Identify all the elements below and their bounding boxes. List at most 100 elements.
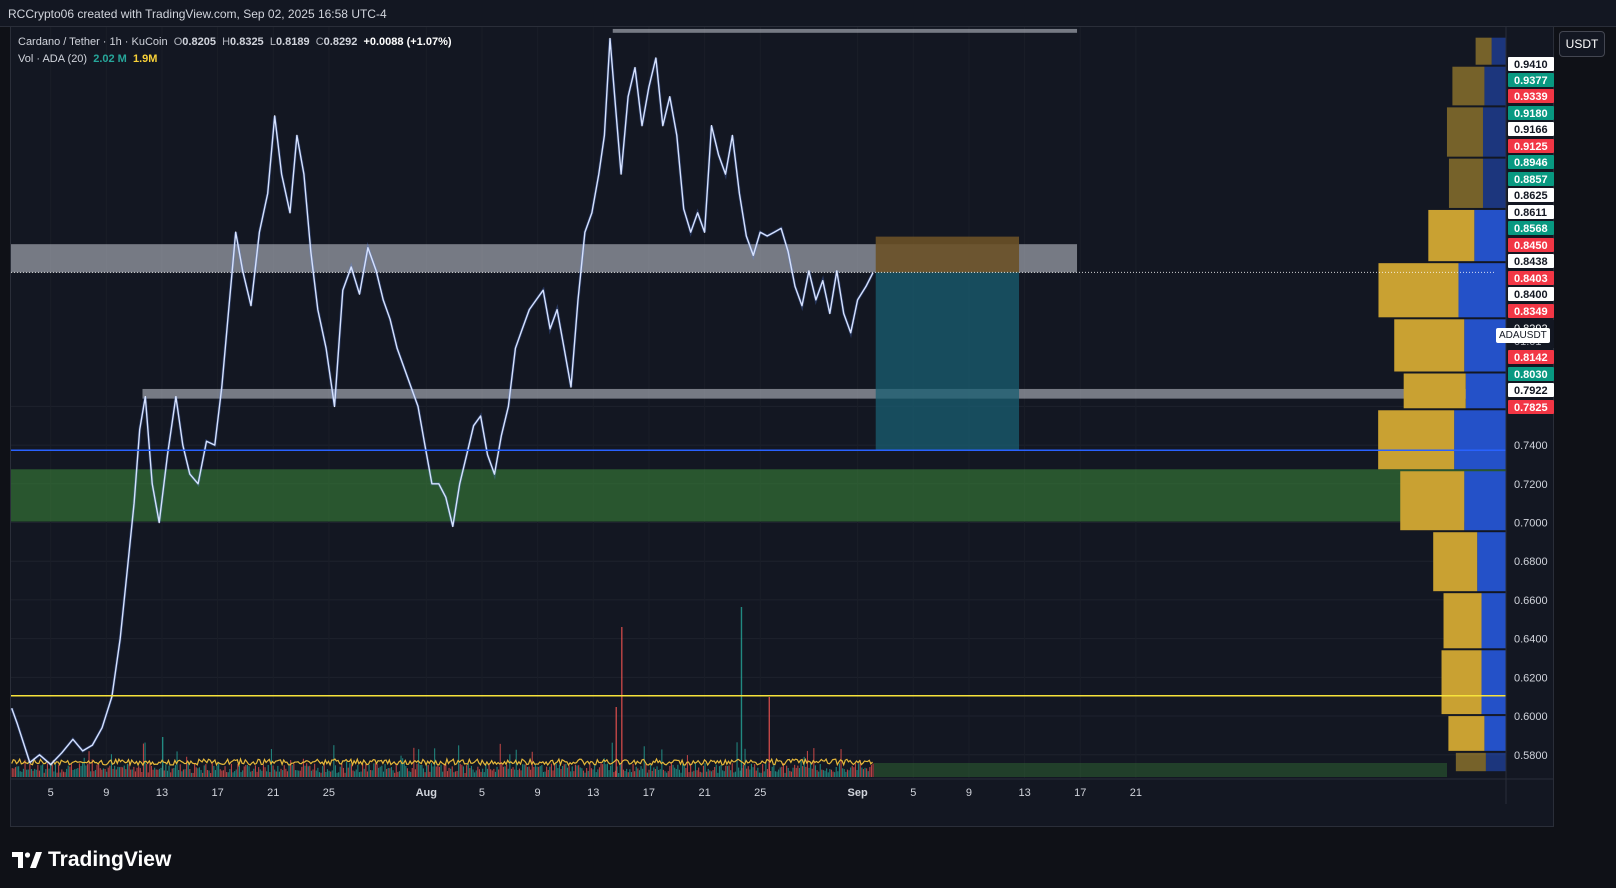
volume-bar [536,766,538,777]
volume-bar [547,769,549,777]
volume-bar [150,765,152,777]
volume-bar [485,763,487,777]
volume-bar [85,765,87,777]
volume-profile-bar-gold [1448,716,1485,751]
volume-profile-bar-gold [1378,410,1455,470]
volume-bar [338,772,340,777]
volume-bar [530,769,532,777]
volume-bar [798,768,800,777]
volume-bar [546,766,548,777]
volume-bar [493,768,495,777]
volume-bar [93,771,95,777]
volume-bar [421,765,423,777]
volume-bar [69,766,71,777]
volume-bar [808,767,810,777]
volume-bar [288,763,290,777]
volume-bar [605,764,607,777]
volume-bar [397,771,399,777]
volume-profile-bar-gold [1433,532,1478,592]
volume-bar [245,765,247,777]
volume-bar [443,763,445,777]
volume-bar [531,751,533,777]
volume-bar [386,768,388,777]
volume-bar [762,764,764,777]
volume-bar [134,771,136,777]
volume-bar [86,764,88,777]
volume-bar [109,765,111,777]
volume-profile-bar-blue [1464,471,1506,531]
volume-bar [699,771,701,777]
volume-bar [280,768,282,777]
volume-bar [301,766,303,777]
volume-bar [16,766,18,777]
volume-bar [202,772,204,777]
volume-bar [637,768,639,777]
volume-bar [541,765,543,777]
volume-bar [358,772,360,777]
volume-bar [298,770,300,777]
volume-bar [826,768,828,777]
volume-bar [285,768,287,777]
volume-bar [267,764,269,777]
volume-bar [819,763,821,777]
volume-bar [787,767,789,777]
volume-bar [411,768,413,777]
price-label: 0.8611 [1514,207,1547,219]
volume-bar [667,771,669,777]
volume-bar [608,770,610,777]
volume-bar [219,769,221,777]
volume-bar [506,764,508,777]
tradingview-logo[interactable]: TradingView [12,848,171,872]
volume-bar [702,765,704,777]
volume-bar [688,772,690,777]
volume-profile-bar-blue [1485,752,1506,772]
price-label: 0.8400 [1514,289,1548,301]
volume-bar [730,770,732,777]
position-stop-zone [875,236,1020,273]
low-value: 0.8189 [275,36,310,48]
volume-bar [480,771,482,777]
volume-bar [211,763,213,777]
volume-bar [50,764,52,777]
volume-bar [155,769,157,777]
volume-bar [62,771,64,777]
volume-bar [342,767,344,777]
volume-bar [304,765,306,777]
volume-bar [446,771,448,777]
volume-bar [696,770,698,777]
volume-bar [846,769,848,777]
volume-bar [88,751,90,777]
volume-bar [664,771,666,777]
volume-bar [37,764,39,777]
zone-gray-support [142,388,1507,399]
price-tick-label: 0.6000 [1514,711,1548,723]
chart-frame[interactable] [10,26,1554,827]
volume-bar [222,770,224,777]
volume-bar [186,756,188,777]
volume-bar [144,742,146,777]
time-tick-label: 13 [1018,787,1030,799]
volume-bar [557,768,559,777]
volume-bar [82,763,84,777]
volume-value: 2.02 M [93,53,127,65]
price-label: 0.8438 [1514,256,1548,268]
currency-button[interactable]: USDT [1559,31,1605,57]
volume-profile-bar-gold [1446,107,1483,157]
volume-bar [566,767,568,777]
volume-bar [498,769,500,777]
volume-bar [168,765,170,777]
volume-bar [710,771,712,777]
volume-bar [357,764,359,777]
volume-bar [192,772,194,777]
volume-bar [126,763,128,777]
volume-bar [504,766,506,777]
price-label: 0.8030 [1514,369,1548,381]
volume-bar [328,770,330,777]
volume-bar [179,764,181,777]
volume-bar [269,772,271,777]
volume-bar [170,772,172,777]
volume-bar [464,772,466,777]
volume-bar [790,771,792,777]
volume-bar [507,768,509,777]
